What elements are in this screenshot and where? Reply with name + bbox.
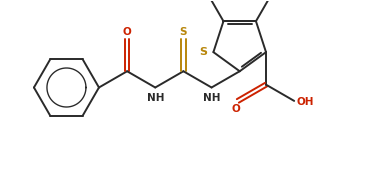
Text: S: S (199, 47, 207, 57)
Text: OH: OH (297, 97, 314, 107)
Text: S: S (180, 27, 187, 37)
Text: O: O (232, 104, 240, 114)
Text: NH: NH (147, 93, 164, 103)
Text: O: O (123, 27, 131, 37)
Text: NH: NH (203, 93, 220, 103)
